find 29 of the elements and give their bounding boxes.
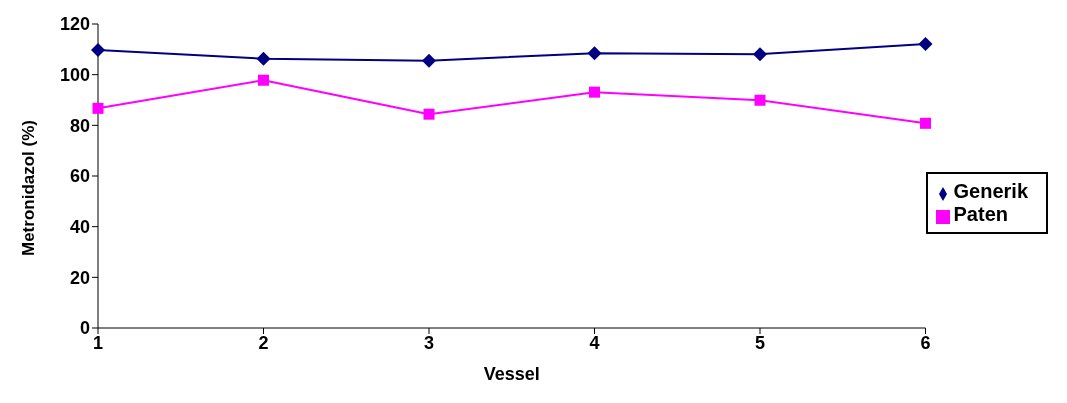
y-tick-label: 100 (59, 65, 90, 86)
point (587, 46, 602, 61)
x-tick-label: 2 (258, 332, 269, 353)
y-tick-label: 60 (69, 166, 90, 187)
point (92, 102, 104, 114)
point (91, 43, 105, 58)
y-tick-label: 40 (69, 217, 90, 238)
point (423, 108, 435, 120)
point (256, 51, 271, 66)
point (918, 37, 933, 52)
point (753, 47, 768, 62)
point (754, 94, 766, 106)
y-tick-label: 0 (79, 318, 90, 339)
point (422, 53, 437, 68)
x-axis-title: Vessel (483, 364, 540, 384)
y-axis-title: Metronidazol (%) (19, 120, 39, 256)
y-tick-label: 20 (69, 267, 90, 288)
y-tick-label: 80 (69, 115, 90, 136)
x-tick-label: 3 (424, 332, 435, 353)
y-tick-label: 120 (59, 14, 90, 35)
point (589, 86, 601, 98)
point (258, 74, 269, 86)
x-tick-label: 4 (589, 332, 600, 353)
point (920, 117, 932, 129)
legend-label: Paten (953, 203, 1008, 225)
x-tick-label: 5 (755, 332, 766, 353)
legend-label: Generik (953, 180, 1028, 202)
x-tick-label: 6 (920, 332, 931, 353)
x-tick-label: 1 (92, 332, 104, 353)
